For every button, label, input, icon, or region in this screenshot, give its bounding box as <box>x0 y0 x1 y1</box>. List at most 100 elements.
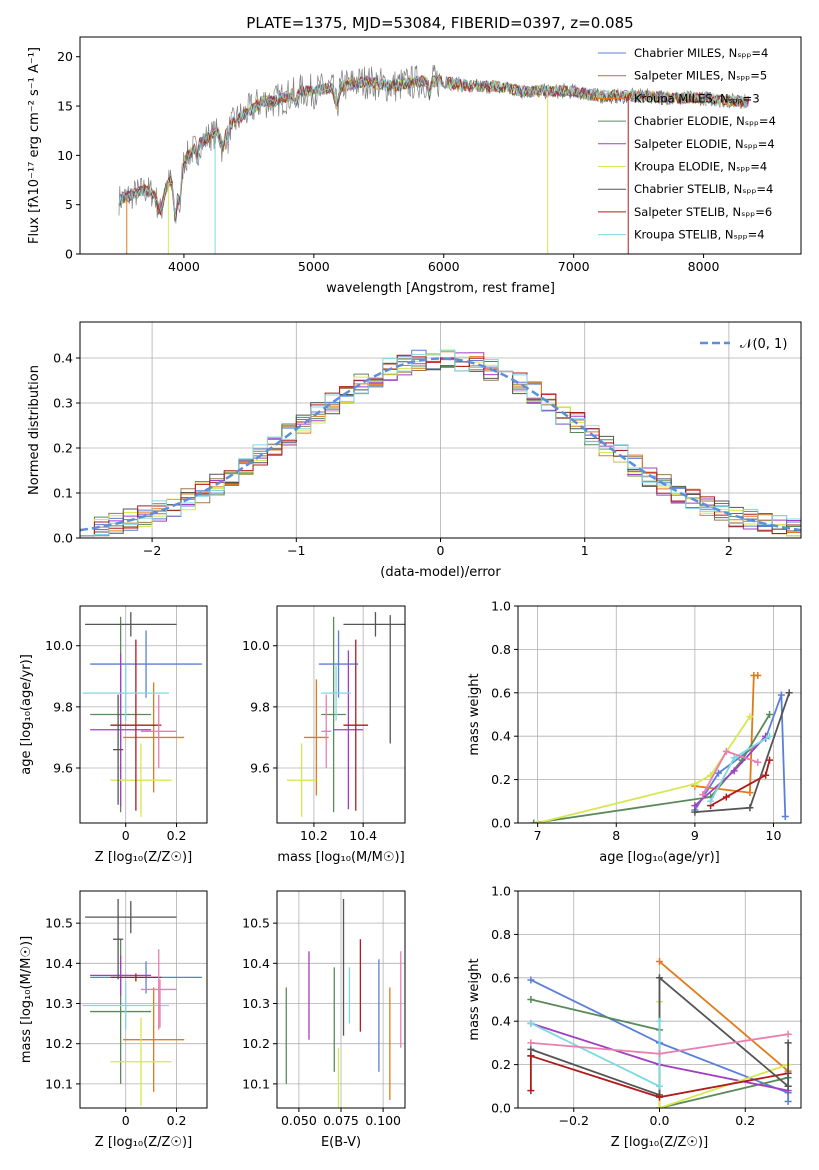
x-tick-label: 8000 <box>688 259 720 274</box>
y-axis-label: mass [log₁₀(M/M☉)] <box>19 936 34 1063</box>
series-marker <box>746 804 754 812</box>
x-tick-label: 4000 <box>168 259 200 274</box>
y-tick-label: 0.0 <box>53 531 73 546</box>
panel-residuals: −2 −1 0 1 2 0.0 0.1 0.2 0.3 0.4 (data-model)/error… <box>27 321 802 580</box>
y-tick-label: 10.3 <box>242 996 270 1011</box>
x-tick-label: 5000 <box>298 259 330 274</box>
error-bar-point <box>123 682 185 793</box>
y-tick-label: 0.4 <box>53 351 73 366</box>
series-marker <box>746 713 754 721</box>
x-axis-label: Z [log₁₀(Z/Z☉)] <box>611 1135 708 1150</box>
series-marker <box>527 1052 535 1060</box>
series-marker <box>656 974 663 982</box>
y-tick-label: 0.1 <box>53 486 73 501</box>
axes-frame <box>79 36 802 255</box>
x-tick-label: 0 <box>437 543 445 558</box>
error-bar-point <box>286 743 317 817</box>
y-tick-label: 1.0 <box>491 599 511 614</box>
x-tick-label: 0.2 <box>167 828 187 843</box>
error-bar-point <box>123 987 185 1092</box>
x-axis-label: mass [log₁₀(M/M☉)] <box>277 850 404 865</box>
series-marker <box>656 1104 663 1108</box>
x-axis-label: age [log₁₀(age/yr)] <box>599 850 720 865</box>
panel-massweight_vs_age: 7 8 9 10 0.0 0.2 0.4 0.6 0.8 1.0 age [log₁₀(age/yr… <box>467 599 802 865</box>
x-tick-label: 9 <box>691 828 699 843</box>
x-axis-label: wavelength [Angstrom, rest frame] <box>326 281 555 296</box>
legend-label: Chabrier STELIB, Nₛₚₚ=4 <box>634 182 773 196</box>
series-marker <box>784 1097 792 1105</box>
panel-age_vs_Z: 0 0.2 9.6 9.8 10.0 Z [log₁₀(Z/Z☉)] age [log₁₀(… <box>19 605 208 865</box>
series-marker <box>534 819 542 823</box>
y-tick-label: 10.4 <box>242 956 270 971</box>
x-tick-label: 0.2 <box>167 1113 187 1128</box>
error-bar-point <box>85 612 177 637</box>
series-marker <box>784 1039 792 1047</box>
y-tick-label: 10.1 <box>242 1076 270 1091</box>
error-bar-point <box>333 650 364 810</box>
y-tick-label: 9.6 <box>250 760 270 775</box>
error-bar-point <box>321 665 351 721</box>
x-tick-label: 7 <box>534 828 542 843</box>
x-tick-label: 7000 <box>558 259 590 274</box>
legend-label: Kroupa STELIB, Nₛₚₚ=4 <box>634 228 765 242</box>
error-bar-point <box>321 616 346 813</box>
y-tick-label: 10 <box>57 148 73 163</box>
y-tick-label: 9.8 <box>250 699 270 714</box>
plot-area <box>82 899 202 1106</box>
y-tick-label: 10.5 <box>45 916 73 931</box>
series-marker <box>722 793 730 801</box>
legend-label: Salpeter ELODIE, Nₛₚₚ=4 <box>634 137 775 151</box>
axes-frame <box>517 605 802 824</box>
y-tick-label: 10.2 <box>45 1036 73 1051</box>
x-tick-label: 0.100 <box>365 1113 401 1128</box>
legend-label: Salpeter MILES, Nₛₚₚ=5 <box>634 69 767 83</box>
x-tick-label: 0.2 <box>735 1113 755 1128</box>
series-marker <box>714 769 722 777</box>
y-tick-label: 9.8 <box>53 699 73 714</box>
series-marker <box>527 1045 535 1053</box>
legend: 𝒩(0, 1) <box>700 337 787 352</box>
series-marker <box>527 1039 535 1047</box>
legend-label: Salpeter STELIB, Nₛₚₚ=6 <box>634 205 772 219</box>
x-tick-label: 10.4 <box>349 828 377 843</box>
error-bar-point <box>82 981 169 1030</box>
error-bar-point <box>140 694 177 768</box>
panel-age_vs_mass: 10.2 10.4 9.6 9.8 10.0 mass [log₁₀(M/M☉)] <box>242 605 406 865</box>
plot-area <box>530 671 793 823</box>
plot-area <box>527 958 792 1108</box>
y-tick-label: 10.2 <box>242 1036 270 1051</box>
error-bar-point <box>110 1017 172 1106</box>
series-marker <box>762 771 770 779</box>
x-tick-label: −2 <box>143 543 161 558</box>
error-bar-point <box>343 639 369 811</box>
y-axis-label: Flux [fλ10⁻¹⁷ erg cm⁻² s⁻¹ A⁻¹] <box>27 47 42 244</box>
x-tick-label: 0.0 <box>650 1113 670 1128</box>
y-tick-label: 0.8 <box>491 642 511 657</box>
series-marker <box>656 1050 663 1058</box>
series-marker <box>707 797 715 805</box>
series-line <box>710 759 771 807</box>
histogram-step <box>80 358 801 537</box>
axes-frame <box>79 890 208 1109</box>
x-axis-label: (data-model)/error <box>380 565 501 580</box>
y-tick-label: 0.0 <box>491 816 511 831</box>
series-marker <box>784 1030 792 1038</box>
legend-label: Chabrier ELODIE, Nₛₚₚ=4 <box>634 114 776 128</box>
x-tick-label: 2 <box>725 543 733 558</box>
error-bar-point <box>90 653 152 807</box>
gaussian-curve <box>80 357 801 532</box>
series-marker <box>766 711 774 718</box>
legend: Chabrier MILES, Nₛₚₚ=4 Salpeter MILES, Nₛ… <box>598 46 776 242</box>
series-marker <box>530 819 538 823</box>
model-line <box>118 75 750 216</box>
axes-frame <box>276 605 406 824</box>
y-tick-label: 0 <box>65 247 73 262</box>
y-tick-label: 10.0 <box>45 638 73 653</box>
y-tick-label: 0.6 <box>491 970 511 985</box>
series-marker <box>766 732 774 740</box>
panel-spectrum: 4000 5000 6000 7000 8000 0 5 10 15 20 wavelength [… <box>27 36 802 296</box>
series-marker <box>527 1019 535 1027</box>
series-marker <box>730 767 738 775</box>
series-marker <box>527 996 535 1003</box>
series-line <box>530 979 790 1102</box>
